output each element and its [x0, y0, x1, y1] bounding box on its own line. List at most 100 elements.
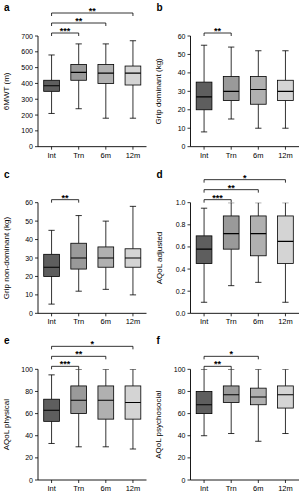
panel: dAQoL adjusted0.00.20.40.60.81.0IntTrn6m…: [155, 169, 300, 327]
whisker-upper: [51, 55, 52, 80]
median: [98, 257, 114, 258]
median: [44, 410, 60, 411]
y-tick-label: 40: [178, 69, 186, 76]
y-tick-label: 80: [25, 388, 33, 395]
whisker-cap-max: [76, 43, 82, 44]
whisker-lower: [285, 408, 286, 433]
x-tick: [204, 313, 205, 316]
whisker-cap-max: [76, 215, 82, 216]
box: [250, 216, 266, 256]
x-tick-label: Int: [200, 317, 209, 326]
median: [223, 91, 239, 92]
y-tick-label: 100: [174, 366, 186, 373]
x-tick: [231, 480, 232, 483]
whisker-lower: [231, 249, 232, 286]
whisker-cap-min: [48, 304, 54, 305]
median: [71, 400, 87, 401]
whisker-upper: [231, 47, 232, 77]
whisker-upper: [105, 221, 106, 247]
x-tick: [51, 480, 52, 483]
whisker-upper: [204, 208, 205, 236]
box: [196, 391, 212, 413]
whisker-cap-min: [282, 128, 288, 129]
panel-letter: c: [4, 169, 10, 180]
whisker-cap-min: [76, 108, 82, 109]
x-tick: [78, 480, 79, 483]
whisker-cap-min: [228, 285, 234, 286]
panel-letter: a: [4, 2, 10, 13]
y-tick-label: 60: [178, 33, 186, 40]
box: [250, 388, 266, 405]
whisker-lower: [204, 110, 205, 132]
whisker-lower: [105, 419, 106, 447]
x-tick-label: Int: [47, 317, 56, 326]
whisker-cap-min: [103, 289, 109, 290]
y-tick-label: 600: [21, 48, 33, 55]
y-tick-label: 30: [178, 88, 186, 95]
x-tick: [132, 480, 133, 483]
whisker-lower: [204, 264, 205, 303]
whisker-cap-min: [255, 441, 261, 442]
x-tick: [105, 147, 106, 150]
whisker-cap-max: [103, 369, 109, 370]
whisker-lower: [231, 403, 232, 434]
y-tick-label: 10: [25, 291, 33, 298]
panel: eAQoL physical020406080100IntTrn6m12m***…: [2, 335, 147, 493]
whisker-upper: [105, 369, 106, 386]
whisker-upper: [105, 44, 106, 65]
y-tick-label: 0.4: [176, 266, 186, 273]
y-axis: [190, 369, 191, 480]
y-tick-label: 0: [29, 477, 33, 484]
whisker-cap-min: [282, 302, 288, 303]
panel-letter: e: [4, 335, 10, 346]
whisker-cap-min: [255, 282, 261, 283]
median: [223, 233, 239, 234]
panel: a6MWT (m)0100200300400500600700IntTrn6m1…: [2, 2, 147, 160]
whisker-cap-max: [228, 47, 234, 48]
box: [196, 236, 212, 264]
whisker-lower: [51, 421, 52, 443]
y-tick-label: 0: [29, 310, 33, 317]
whisker-upper: [78, 369, 79, 386]
whisker-upper: [132, 369, 133, 386]
whisker-upper: [51, 230, 52, 254]
marks: [196, 369, 293, 441]
whisker-upper: [132, 41, 133, 66]
panel-letter: b: [157, 2, 163, 13]
y-axis-label: 6MWT (m): [2, 72, 11, 110]
whisker-upper: [204, 45, 205, 82]
marks: [44, 41, 141, 118]
figure: a6MWT (m)0100200300400500600700IntTrn6m1…: [0, 0, 305, 500]
whisker-upper: [258, 203, 259, 216]
x-tick: [51, 313, 52, 316]
median: [125, 402, 141, 403]
y-tick-label: 20: [178, 454, 186, 461]
whisker-cap-min: [228, 119, 234, 120]
y-tick-label: 0.2: [176, 288, 186, 295]
panel: cGrip non-dominant (kg)0102030405060IntT…: [2, 169, 147, 327]
y-axis-label: Grip dominant (kg): [155, 58, 164, 125]
whisker-upper: [204, 369, 205, 391]
x-tick-label: Trn: [226, 151, 237, 160]
y-tick-label: 40: [178, 432, 186, 439]
y-tick-label: 60: [178, 410, 186, 417]
x-tick-label: 6m: [101, 484, 111, 493]
y-axis: [38, 36, 39, 147]
x-tick: [204, 147, 205, 150]
y-tick-label: 20: [25, 454, 33, 461]
median: [98, 400, 114, 401]
whisker-cap-max: [201, 369, 207, 370]
whisker-upper: [78, 44, 79, 65]
significance-label: **: [75, 16, 83, 26]
whisker-cap-max: [282, 369, 288, 370]
whisker-upper: [285, 51, 286, 81]
x-tick-label: 6m: [101, 317, 111, 326]
x-tick: [258, 480, 259, 483]
x-tick-label: Trn: [73, 151, 84, 160]
x-axis: [38, 146, 147, 147]
whisker-upper: [285, 369, 286, 386]
whisker-cap-min: [48, 443, 54, 444]
whisker-lower: [132, 267, 133, 295]
median: [250, 396, 266, 397]
x-tick-label: Trn: [73, 484, 84, 493]
